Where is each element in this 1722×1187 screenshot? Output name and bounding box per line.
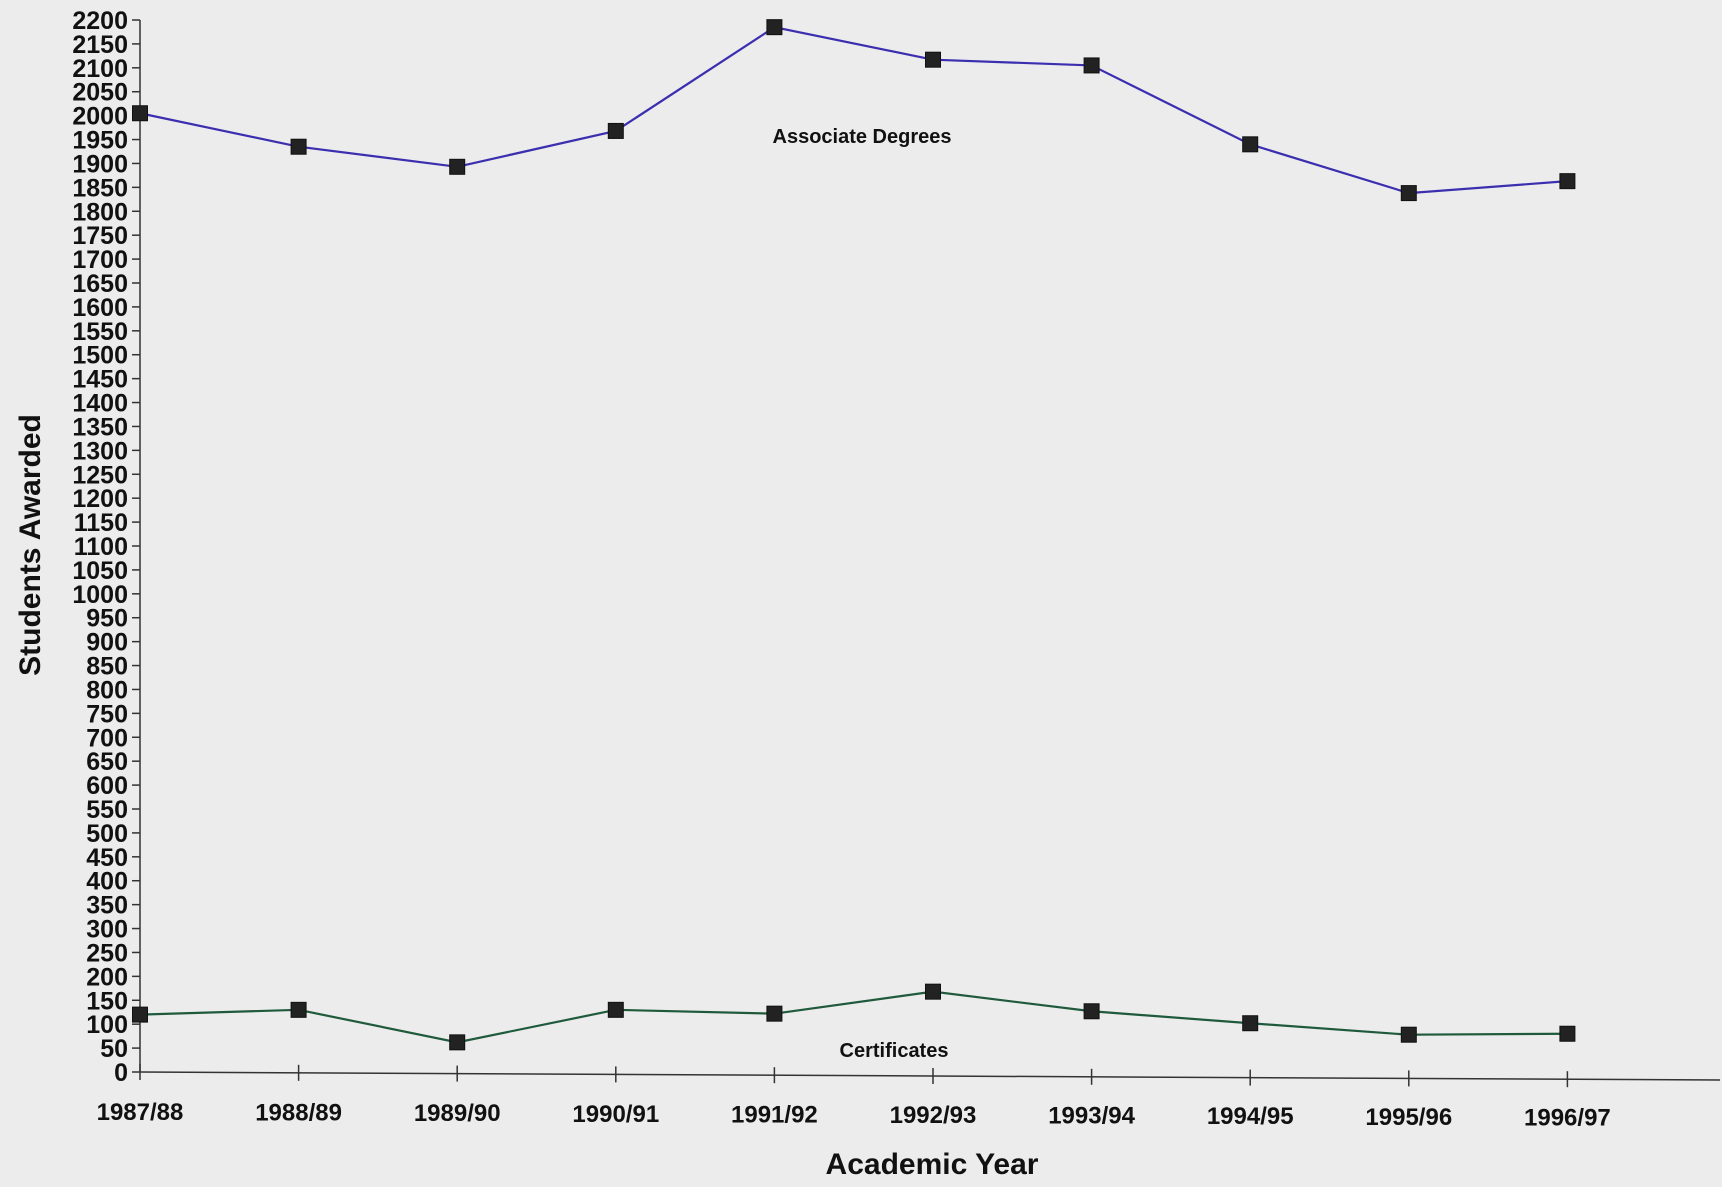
y-tick-label: 550 [86, 796, 128, 824]
data-point-marker [132, 105, 148, 122]
x-tick-label: 1991/92 [731, 1101, 818, 1128]
series-label-certificates: Certificates [840, 1040, 949, 1062]
x-tick-label: 1993/94 [1048, 1103, 1135, 1130]
x-axis-ticks: 1987/88 1988/89 1989/90 1990/91 1991/92 1992/… [97, 1064, 1611, 1131]
y-tick-label: 600 [86, 772, 128, 800]
y-tick-label: 50 [100, 1035, 128, 1063]
data-point-marker [1400, 1026, 1417, 1043]
y-tick-label: 150 [86, 987, 128, 1015]
data-point-marker [290, 138, 307, 155]
series-0 [132, 19, 1576, 202]
data-point-marker [766, 1005, 783, 1022]
y-tick-label: 1850 [72, 174, 128, 202]
series-label-associate-degrees: Associate Degrees [773, 126, 952, 148]
y-tick-label: 1150 [74, 509, 128, 537]
x-tick-label: 1992/93 [890, 1102, 977, 1129]
y-tick-label: 1300 [72, 437, 128, 465]
y-tick-label: 350 [86, 892, 128, 920]
y-tick-label: 1550 [72, 318, 128, 346]
y-tick-label: 1750 [72, 222, 128, 250]
y-tick-label: 1450 [72, 366, 128, 394]
data-point-marker [132, 1006, 148, 1023]
x-tick-label: 1989/90 [414, 1100, 501, 1127]
y-tick-label: 1650 [72, 270, 128, 298]
y-tick-label: 250 [86, 939, 128, 967]
data-point-marker [607, 122, 624, 139]
data-point-marker [1242, 1015, 1259, 1032]
y-tick-label: 1500 [72, 342, 128, 370]
y-tick-label: 400 [86, 868, 128, 896]
data-point-marker [1083, 1003, 1100, 1020]
data-point-marker [1083, 57, 1100, 74]
x-axis-title: Academic Year [826, 1148, 1039, 1181]
data-point-marker [925, 983, 941, 1000]
y-tick-label: 1250 [72, 461, 128, 489]
data-point-marker [449, 1034, 466, 1051]
y-tick-label: 1800 [72, 198, 128, 226]
y-tick-label: 450 [86, 844, 128, 872]
y-tick-label: 750 [86, 700, 128, 728]
y-tick-label: 850 [86, 653, 128, 681]
y-tick-label: 800 [86, 676, 128, 704]
y-tick-label: 1100 [74, 533, 128, 561]
y-tick-label: 300 [86, 916, 128, 944]
x-tick-label: 1996/97 [1524, 1104, 1611, 1131]
y-tick-label: 2100 [72, 55, 128, 83]
y-tick-label: 0 [114, 1059, 128, 1087]
y-tick-label: 650 [86, 748, 128, 776]
x-axis-line [139, 1071, 1721, 1081]
x-tick-label: 1990/91 [572, 1101, 659, 1128]
y-tick-label: 2150 [72, 31, 128, 59]
y-tick-label: 1350 [72, 413, 128, 441]
data-point-marker [449, 158, 466, 175]
series-layer [132, 19, 1576, 1051]
data-point-marker [1559, 1025, 1576, 1042]
y-tick-label: 2200 [72, 7, 128, 35]
data-point-marker [607, 1001, 624, 1018]
x-tick-label: 1988/89 [255, 1100, 342, 1127]
y-tick-label: 1700 [72, 246, 128, 274]
y-tick-label: 2000 [72, 103, 128, 131]
data-point-marker [1242, 136, 1259, 153]
data-point-marker [1400, 185, 1417, 202]
y-tick-label: 1950 [72, 127, 128, 155]
data-point-marker [925, 51, 941, 68]
data-point-marker [766, 19, 783, 36]
y-tick-label: 200 [86, 963, 128, 991]
series-line [139, 26, 1568, 195]
y-axis-title: Students Awarded [14, 414, 47, 676]
y-tick-label: 1900 [72, 150, 128, 178]
y-tick-label: 1050 [72, 557, 128, 585]
y-axis-ticks: 0501001502002503003504004505005506006507… [72, 7, 140, 1087]
y-tick-label: 500 [86, 820, 128, 848]
series-1 [132, 983, 1576, 1051]
y-tick-label: 700 [86, 724, 128, 752]
y-tick-label: 1600 [72, 294, 128, 322]
y-tick-label: 100 [86, 1011, 128, 1039]
y-tick-label: 900 [86, 629, 128, 657]
y-tick-label: 1400 [72, 390, 128, 418]
data-point-marker [1559, 173, 1576, 190]
y-tick-label: 1000 [72, 581, 128, 609]
y-tick-label: 2050 [72, 79, 128, 107]
x-tick-label: 1995/96 [1365, 1104, 1452, 1131]
y-tick-label: 1200 [72, 485, 128, 513]
data-point-marker [290, 1001, 307, 1018]
series-line [139, 990, 1568, 1044]
y-tick-label: 950 [86, 605, 128, 633]
x-tick-label: 1994/95 [1207, 1103, 1294, 1130]
x-tick-label: 1987/88 [97, 1099, 184, 1126]
